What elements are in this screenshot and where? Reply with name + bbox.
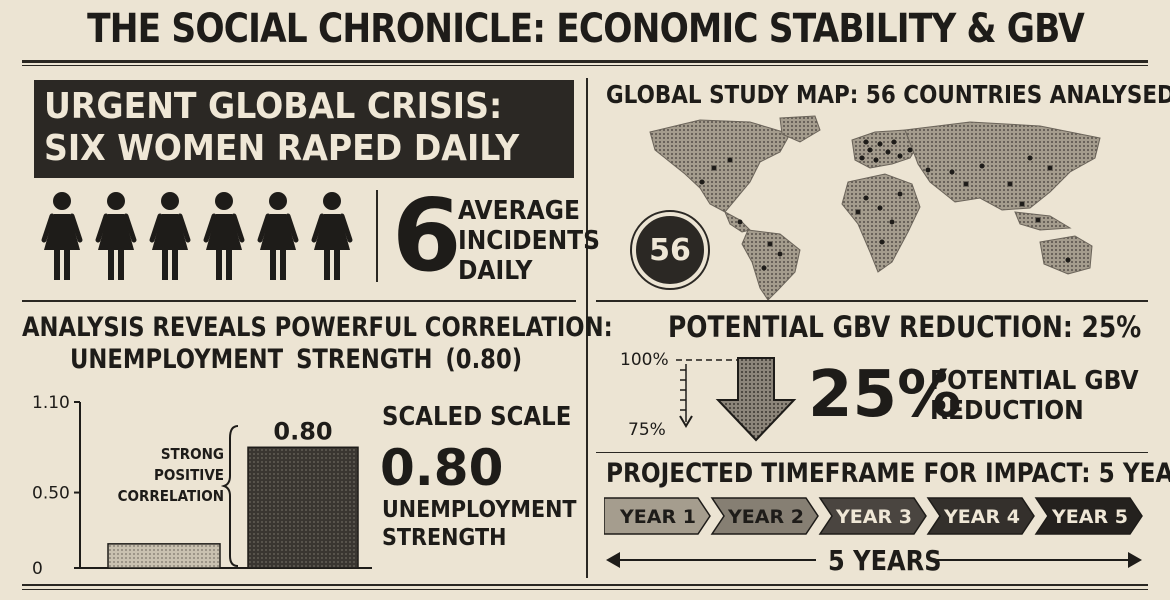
correlation-brace: [220, 425, 239, 567]
chart-bar: [107, 543, 221, 569]
reduction-from-label: 100%: [620, 350, 669, 370]
africa-shape: [841, 173, 921, 273]
chart-bar: [247, 446, 359, 569]
footer-rule: [22, 584, 1148, 586]
reduction-scale-ticks: [680, 369, 686, 411]
analysis-title-line2: UNEMPLOYMENT STRENGTH (0.80): [70, 344, 523, 375]
left-section-rule: [22, 300, 576, 302]
annotation-line3: CORRELATION: [117, 487, 224, 505]
five-years-span-arrow: [606, 552, 1142, 568]
woman-figure-icon: [203, 192, 245, 280]
chart-y-tick-label: 0.50: [32, 484, 70, 504]
countries-badge-value: 56: [649, 232, 691, 268]
scaled-scale-title: SCALED SCALE: [382, 402, 572, 432]
scaled-value: 0.80: [380, 439, 504, 497]
timeline-year-label: YEAR 4: [943, 506, 1020, 528]
crisis-headline-line2: SIX WOMEN RAPED DAILY: [44, 128, 520, 169]
reduction-to-label: 75%: [628, 420, 666, 440]
annotation-line2: POSITIVE: [153, 466, 224, 484]
chart-y-tick-label: 1.10: [32, 393, 70, 413]
timeline-year-label: YEAR 1: [619, 506, 696, 528]
woman-figure-icon: [257, 192, 299, 280]
daily-incidents-label: AVERAGE INCIDENTS DAILY: [458, 196, 600, 286]
reduction-title: POTENTIAL GBV REDUCTION: 25%: [668, 310, 1142, 344]
timeframe-total-label: 5 YEARS: [828, 544, 942, 577]
north-america-shape: [649, 119, 791, 213]
asia-shape: [904, 121, 1101, 211]
southeast-asia-shape: [1014, 211, 1072, 231]
australia-shape: [1039, 235, 1093, 275]
chart-y-tick-label: 0: [32, 559, 43, 579]
timeline-year-label: YEAR 2: [727, 506, 804, 528]
reduction-desc-line1: POTENTIAL GBV: [930, 366, 1139, 396]
masthead-rule: [22, 60, 1148, 63]
woman-figure-icon: [41, 192, 83, 280]
women-figures-row: [40, 190, 360, 282]
crisis-divider: [376, 190, 378, 282]
south-america-shape: [741, 229, 801, 301]
scaled-subtitle: UNEMPLOYMENT STRENGTH: [382, 496, 577, 552]
greenland-shape: [779, 115, 821, 143]
timeline-year-chevron: [926, 497, 1035, 535]
right-section-rule-2: [596, 452, 1148, 453]
woman-figure-icon: [95, 192, 137, 280]
study-country-markers: [699, 139, 1071, 271]
timeline-year-chevron: [1034, 497, 1143, 535]
reduction-description: POTENTIAL GBV REDUCTION: [930, 366, 1139, 426]
timeline-year-label: YEAR 5: [1051, 506, 1128, 528]
crisis-headline-box: URGENT GLOBAL CRISIS: SIX WOMEN RAPED DA…: [34, 80, 574, 178]
small-down-arrow: [679, 415, 693, 428]
scaled-sub-line1: UNEMPLOYMENT: [382, 497, 577, 523]
timeline-year-chevron: [818, 497, 927, 535]
masthead-title: THE SOCIAL CHRONICLE: ECONOMIC STABILITY…: [86, 6, 1085, 52]
correlation-annotation: STRONG POSITIVE CORRELATION: [116, 444, 224, 507]
annotation-line1: STRONG: [160, 445, 224, 463]
footer-rule-thin: [22, 589, 1148, 590]
europe-shape: [851, 129, 921, 169]
daily-label-line2: INCIDENTS: [458, 226, 600, 256]
timeline-year-chevron: [604, 497, 711, 535]
daily-incidents-number: 6: [392, 177, 462, 294]
reduction-big-value: 25%: [808, 358, 962, 432]
countries-badge: 56: [630, 210, 710, 290]
year-timeline: YEAR 1 YEAR 2 YEAR 3 YEAR 4 YEAR 5: [604, 497, 1143, 535]
masthead-rule-thin: [22, 65, 1148, 66]
woman-figure-icon: [149, 192, 191, 280]
daily-label-line1: AVERAGE: [458, 196, 580, 226]
column-divider: [586, 78, 588, 578]
chart-bar-data-label: 0.80: [273, 417, 332, 445]
reduction-desc-line2: REDUCTION: [930, 396, 1084, 426]
crisis-headline-line1: URGENT GLOBAL CRISIS:: [44, 86, 503, 127]
right-section-rule: [596, 300, 1148, 302]
world-map: [649, 115, 1101, 301]
daily-label-line3: DAILY: [458, 256, 533, 286]
big-down-arrow: [715, 357, 797, 442]
scaled-sub-line2: STRENGTH: [382, 525, 507, 551]
map-title: GLOBAL STUDY MAP: 56 COUNTRIES ANALYSED: [606, 80, 1170, 109]
analysis-title-line1: ANALYSIS REVEALS POWERFUL CORRELATION:: [22, 312, 613, 343]
timeline-year-label: YEAR 3: [835, 506, 912, 528]
reduction-arrow-graphic: [676, 357, 797, 442]
timeframe-title: PROJECTED TIMEFRAME FOR IMPACT: 5 YEARS: [606, 458, 1170, 489]
correlation-bar-chart: 0 0.50 1.10 0.80: [32, 393, 372, 579]
timeline-year-chevron: [710, 497, 819, 535]
woman-figure-icon: [311, 192, 353, 280]
